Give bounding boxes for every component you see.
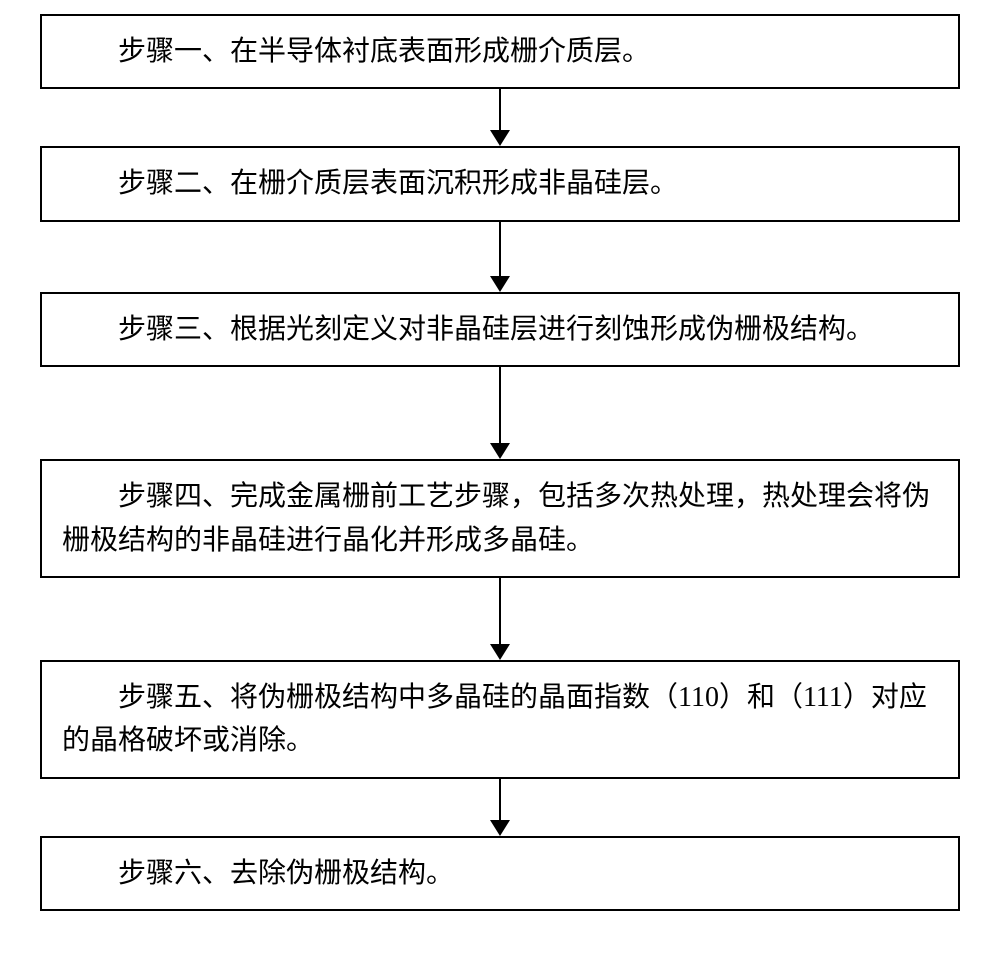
flow-arrow-2-3 bbox=[490, 222, 510, 292]
flow-step-4-text: 步骤四、完成金属栅前工艺步骤，包括多次热处理，热处理会将伪栅极结构的非晶硅进行晶… bbox=[62, 475, 938, 562]
flow-step-5-text: 步骤五、将伪栅极结构中多晶硅的晶面指数（110）和（111）对应的晶格破坏或消除… bbox=[62, 676, 938, 763]
flow-step-5: 步骤五、将伪栅极结构中多晶硅的晶面指数（110）和（111）对应的晶格破坏或消除… bbox=[40, 660, 960, 779]
arrow-shaft bbox=[499, 367, 501, 444]
flow-arrow-1-2 bbox=[490, 89, 510, 146]
arrow-shaft bbox=[499, 89, 501, 131]
flow-arrow-5-6 bbox=[490, 779, 510, 836]
flowchart-container: 步骤一、在半导体衬底表面形成栅介质层。 步骤二、在栅介质层表面沉积形成非晶硅层。… bbox=[0, 0, 1000, 911]
flow-step-3-text: 步骤三、根据光刻定义对非晶硅层进行刻蚀形成伪栅极结构。 bbox=[62, 308, 938, 351]
arrow-head-icon bbox=[490, 443, 510, 459]
flow-arrow-4-5 bbox=[490, 578, 510, 660]
flow-step-6-text: 步骤六、去除伪栅极结构。 bbox=[62, 852, 938, 895]
flow-step-6: 步骤六、去除伪栅极结构。 bbox=[40, 836, 960, 911]
arrow-head-icon bbox=[490, 276, 510, 292]
flow-step-2: 步骤二、在栅介质层表面沉积形成非晶硅层。 bbox=[40, 146, 960, 221]
flow-step-2-text: 步骤二、在栅介质层表面沉积形成非晶硅层。 bbox=[62, 162, 938, 205]
arrow-head-icon bbox=[490, 644, 510, 660]
flow-step-1: 步骤一、在半导体衬底表面形成栅介质层。 bbox=[40, 14, 960, 89]
arrow-head-icon bbox=[490, 820, 510, 836]
flow-arrow-3-4 bbox=[490, 367, 510, 459]
arrow-shaft bbox=[499, 578, 501, 645]
flow-step-1-text: 步骤一、在半导体衬底表面形成栅介质层。 bbox=[62, 30, 938, 73]
flow-step-3: 步骤三、根据光刻定义对非晶硅层进行刻蚀形成伪栅极结构。 bbox=[40, 292, 960, 367]
arrow-head-icon bbox=[490, 130, 510, 146]
arrow-shaft bbox=[499, 222, 501, 277]
arrow-shaft bbox=[499, 779, 501, 821]
flow-step-4: 步骤四、完成金属栅前工艺步骤，包括多次热处理，热处理会将伪栅极结构的非晶硅进行晶… bbox=[40, 459, 960, 578]
